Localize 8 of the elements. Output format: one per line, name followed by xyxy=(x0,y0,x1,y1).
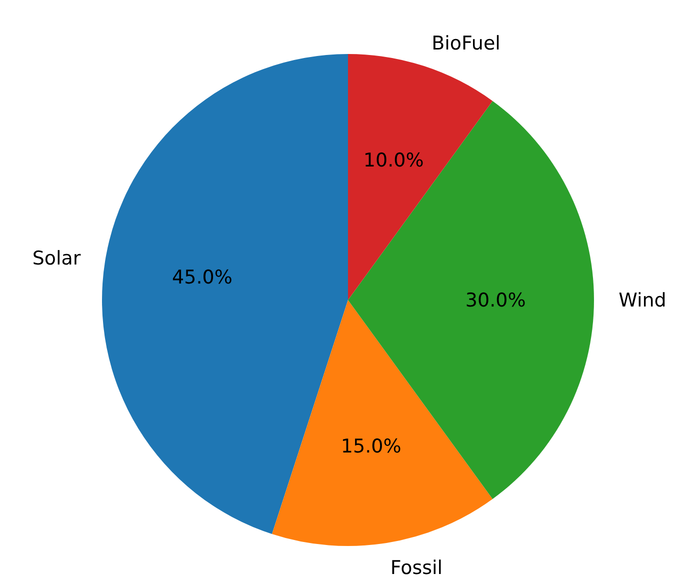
slice-label: Wind xyxy=(618,290,666,312)
data-label: 10.0% xyxy=(363,149,424,172)
data-label: 45.0% xyxy=(172,266,232,289)
slice-label: Fossil xyxy=(390,556,443,578)
data-label: 15.0% xyxy=(340,435,402,458)
data-label: 30.0% xyxy=(465,290,526,312)
slice-label: Solar xyxy=(32,247,81,270)
slice-label: BioFuel xyxy=(432,32,500,54)
